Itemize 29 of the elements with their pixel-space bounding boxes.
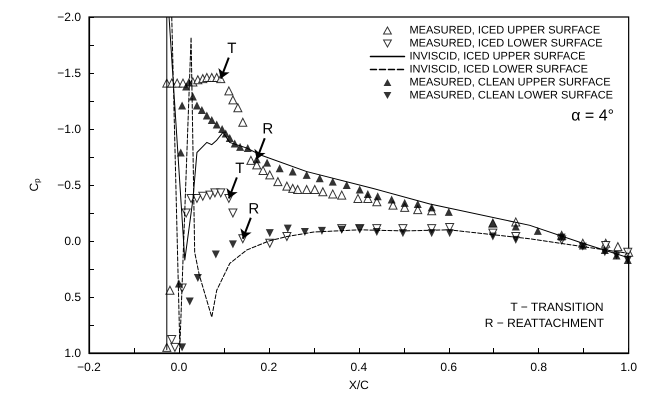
y-tick-label: −2.0 bbox=[57, 10, 82, 24]
legend-label: MEASURED, CLEAN UPPER SURFACE bbox=[409, 76, 611, 88]
legend-label: MEASURED, ICED UPPER SURFACE bbox=[409, 24, 600, 36]
y-tick-label: −1.0 bbox=[57, 122, 82, 136]
y-tick-label: 0.0 bbox=[64, 234, 82, 248]
annotation: α = 4° bbox=[571, 108, 614, 124]
annotation: T bbox=[235, 160, 244, 177]
y-tick-label: 1.0 bbox=[64, 346, 82, 360]
x-tick-label: 0.2 bbox=[260, 360, 278, 374]
legend-label: MEASURED, ICED LOWER SURFACE bbox=[409, 38, 603, 50]
x-tick-label: 0.6 bbox=[440, 360, 458, 374]
annotation: R − REATTACHMENT bbox=[484, 316, 605, 330]
annotation: T bbox=[227, 40, 236, 58]
annotation: R bbox=[262, 120, 274, 138]
x-tick-label: 0.8 bbox=[530, 360, 548, 374]
x-tick-label: −0.2 bbox=[77, 360, 102, 374]
y-tick-label: −0.5 bbox=[57, 178, 82, 192]
y-axis-title: Cp bbox=[27, 178, 42, 192]
y-tick-label: 0.5 bbox=[64, 290, 82, 304]
legend-label: MEASURED, CLEAN LOWER SURFACE bbox=[409, 90, 614, 102]
annotation: T − TRANSITION bbox=[510, 300, 604, 314]
x-tick-label: 0.0 bbox=[170, 360, 188, 374]
x-tick-label: 1.0 bbox=[620, 360, 638, 374]
annotation: R bbox=[248, 200, 260, 218]
x-tick-label: 0.4 bbox=[350, 360, 368, 374]
y-tick-label: −1.5 bbox=[57, 66, 82, 80]
x-axis-title: X/C bbox=[348, 378, 370, 392]
legend-label: INVISCID, ICED LOWER SURFACE bbox=[409, 64, 588, 76]
legend-label: INVISCID, ICED UPPER SURFACE bbox=[409, 50, 586, 62]
